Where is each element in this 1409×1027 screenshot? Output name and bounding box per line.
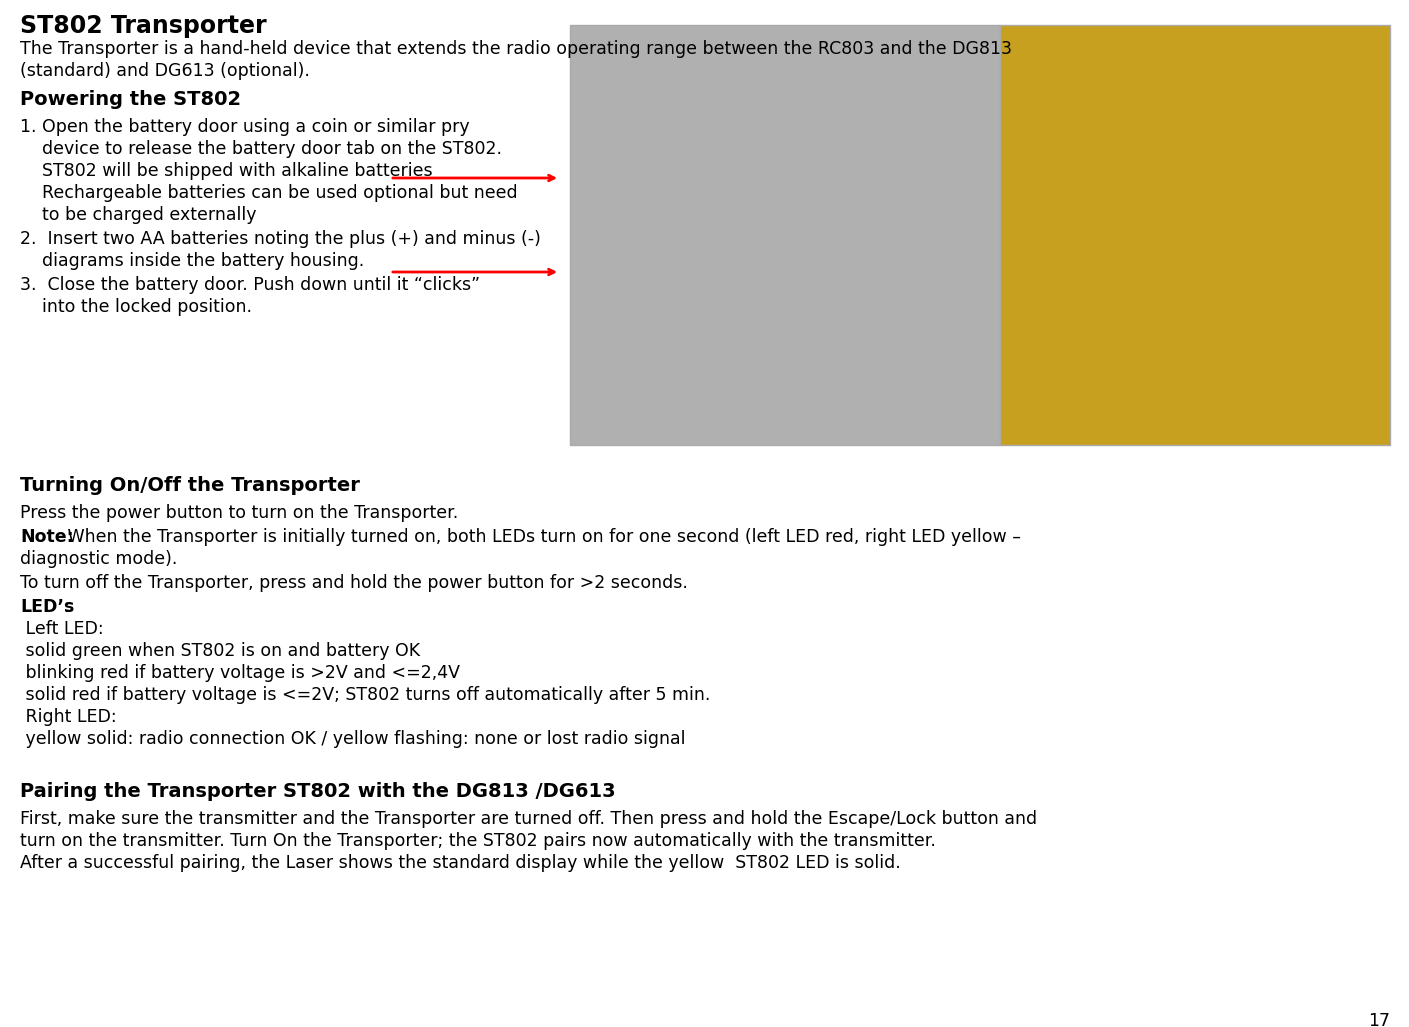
Text: solid green when ST802 is on and battery OK: solid green when ST802 is on and battery… (20, 642, 420, 660)
Text: turn on the transmitter. Turn On the Transporter; the ST802 pairs now automatica: turn on the transmitter. Turn On the Tra… (20, 832, 936, 850)
Text: Note:: Note: (20, 528, 73, 546)
Text: 2.  Insert two AA batteries noting the plus (+) and minus (-): 2. Insert two AA batteries noting the pl… (20, 230, 541, 248)
Text: blinking red if battery voltage is >2V and <=2,4V: blinking red if battery voltage is >2V a… (20, 664, 459, 682)
Text: 3.  Close the battery door. Push down until it “clicks”: 3. Close the battery door. Push down unt… (20, 276, 480, 294)
Text: diagnostic mode).: diagnostic mode). (20, 550, 178, 568)
Text: solid red if battery voltage is <=2V; ST802 turns off automatically after 5 min.: solid red if battery voltage is <=2V; ST… (20, 686, 710, 703)
Text: When the Transporter is initially turned on, both LEDs turn on for one second (l: When the Transporter is initially turned… (62, 528, 1022, 546)
Text: (standard) and DG613 (optional).: (standard) and DG613 (optional). (20, 62, 310, 80)
Bar (1000, 25, 1391, 445)
Text: Left LED:: Left LED: (20, 620, 104, 638)
Text: device to release the battery door tab on the ST802.: device to release the battery door tab o… (20, 140, 502, 158)
Bar (571, 25, 1000, 445)
Text: ST802 Transporter: ST802 Transporter (20, 14, 266, 38)
Text: ST802 will be shipped with alkaline batteries: ST802 will be shipped with alkaline batt… (20, 162, 433, 180)
Text: :: : (63, 598, 70, 616)
Text: To turn off the Transporter, press and hold the power button for >2 seconds.: To turn off the Transporter, press and h… (20, 574, 688, 592)
Text: First, make sure the transmitter and the Transporter are turned off. Then press : First, make sure the transmitter and the… (20, 810, 1037, 828)
Text: Rechargeable batteries can be used optional but need: Rechargeable batteries can be used optio… (20, 184, 517, 202)
Text: LED’s: LED’s (20, 598, 75, 616)
Text: diagrams inside the battery housing.: diagrams inside the battery housing. (20, 252, 365, 270)
Text: The Transporter is a hand-held device that extends the radio operating range bet: The Transporter is a hand-held device th… (20, 40, 1012, 58)
Text: to be charged externally: to be charged externally (20, 206, 256, 224)
Text: into the locked position.: into the locked position. (20, 298, 252, 316)
Text: After a successful pairing, the Laser shows the standard display while the yello: After a successful pairing, the Laser sh… (20, 854, 900, 872)
Text: Turning On/Off the Transporter: Turning On/Off the Transporter (20, 476, 359, 495)
Text: Pairing the Transporter ST802 with the DG813 /DG613: Pairing the Transporter ST802 with the D… (20, 782, 616, 801)
Text: yellow solid: radio connection OK / yellow flashing: none or lost radio signal: yellow solid: radio connection OK / yell… (20, 730, 686, 748)
Text: 1. Open the battery door using a coin or similar pry: 1. Open the battery door using a coin or… (20, 118, 469, 136)
Text: Right LED:: Right LED: (20, 708, 117, 726)
Text: 17: 17 (1368, 1012, 1391, 1027)
Text: Press the power button to turn on the Transporter.: Press the power button to turn on the Tr… (20, 504, 458, 522)
Text: Powering the ST802: Powering the ST802 (20, 90, 241, 109)
